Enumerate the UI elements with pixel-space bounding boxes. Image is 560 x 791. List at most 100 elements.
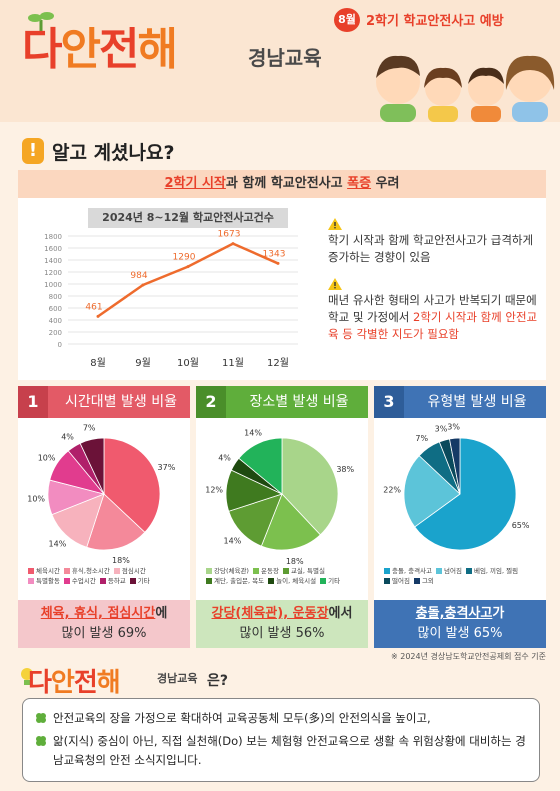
legend-swatch xyxy=(28,578,34,584)
section-title: 알고 계셨나요? xyxy=(52,142,175,164)
clover-icon xyxy=(36,736,46,746)
y-tick-label: 1200 xyxy=(44,269,62,277)
pie-legend: 충돌, 충격사고 넘어짐 베임, 끼임, 찔림떨어짐 그외 xyxy=(384,566,539,586)
data-point xyxy=(276,261,280,265)
logo-char: 해 xyxy=(96,668,121,698)
y-tick-label: 1000 xyxy=(44,281,62,289)
legend-swatch xyxy=(282,568,289,574)
card-body: 37% 18% 14% 10% 10% 4% 7% 체육시간 휴식,청소시간 점심시간특별활동 수… xyxy=(18,418,190,600)
legend-swatch xyxy=(113,568,120,574)
legend-item: 운동장 xyxy=(252,566,279,576)
data-point xyxy=(186,265,190,269)
legend-item: 점심시간 xyxy=(113,566,146,576)
pie-legend: 강당(체육관) 운동장 교실, 특별실계단, 출입문, 복도 놀이, 체육시설 기타 xyxy=(206,566,361,586)
pie-slice xyxy=(260,493,321,551)
sprout-icon xyxy=(28,12,54,32)
banner-text: 과 함께 학교안전사고 xyxy=(225,176,348,191)
card-footer: 충돌,충격사고가 많이 발생 65% xyxy=(374,600,546,648)
warning-icon xyxy=(328,278,342,290)
legend-swatch xyxy=(206,578,212,584)
card-type: 3 유형별 발생 비율 65% 22% 7% 3% 3% 충돌, 충격사고 넘어짐 베임, … xyxy=(374,386,546,648)
logo-subtitle-small: 경남교육 xyxy=(157,672,198,685)
banner-highlight: 폭증 xyxy=(347,176,372,191)
legend-swatch xyxy=(436,568,443,574)
x-tick-label: 8월 xyxy=(90,357,106,369)
description-text: 앎(지식) 중심이 아닌, 직접 실천해(Do) 보는 체험형 안전교육으로 생… xyxy=(53,734,526,767)
card-header: 1 시간대별 발생 비율 xyxy=(18,386,190,418)
pie-slice xyxy=(103,437,161,533)
y-tick-label: 1600 xyxy=(44,245,62,253)
slice-label: 14% xyxy=(224,537,242,546)
card-number: 3 xyxy=(374,386,404,418)
pie-slice xyxy=(414,437,517,551)
legend-item: 기타 xyxy=(320,576,340,586)
legend-swatch xyxy=(384,568,390,574)
legend-item: 등하교 xyxy=(99,576,126,586)
legend-item: 계단, 출입문, 복도 xyxy=(206,576,264,586)
card-number: 2 xyxy=(196,386,226,418)
card-footer: 체육, 휴식, 점심시간에 많이 발생 69% xyxy=(18,600,190,648)
note-2: 매년 유사한 형태의 사고가 반복되기 때문에 학교 및 가정에서 2학기 시작… xyxy=(328,278,543,343)
footer-summary: 많이 발생 65% xyxy=(417,626,503,641)
legend-item: 놀이, 체육시설 xyxy=(268,576,316,586)
legend-swatch xyxy=(63,578,70,584)
logo-char: 다 xyxy=(22,24,63,75)
note-text: 학기 시작과 함께 학교안전사고가 급격하게 증가하는 경향이 있음 xyxy=(328,233,534,264)
card-body: 38% 18% 14% 12% 4% 14% 강당(체육관) 운동장 교실, 특별실계단, 출… xyxy=(196,418,368,600)
pie-slice xyxy=(86,493,146,551)
x-tick-label: 12월 xyxy=(267,357,289,369)
card-title: 장소별 발생 비율 xyxy=(249,394,349,410)
pie-chart-type: 65% 22% 7% 3% 3% xyxy=(383,422,530,551)
footer-summary: 많이 발생 69% xyxy=(61,626,147,641)
legend-swatch xyxy=(384,578,390,584)
data-label: 1673 xyxy=(218,230,241,240)
note-text: 매년 유사한 형태의 사고가 반복되기 때문에 학교 및 가정에서 xyxy=(328,293,537,324)
x-tick-label: 9월 xyxy=(135,357,151,369)
card-number: 1 xyxy=(18,386,48,418)
legend-item: 넘어짐 xyxy=(436,566,462,576)
legend-item: 기타 xyxy=(129,576,150,586)
slice-label: 4% xyxy=(218,454,231,463)
description-text: 안전교육의 장을 가정으로 확대하여 교육공동체 모두(多)의 안전의식을 높이… xyxy=(53,711,431,725)
footer-text: 가 xyxy=(492,606,505,621)
pie-slice xyxy=(403,455,461,528)
campaign-title: 2학기 학교안전사고 예방 xyxy=(366,14,504,29)
y-tick-label: 1800 xyxy=(44,233,62,241)
logo-char: 전 xyxy=(98,24,140,75)
slice-label: 18% xyxy=(286,557,304,566)
month-badge: 8월 xyxy=(334,8,360,32)
pie-chart-time: 37% 18% 14% 10% 10% 4% 7% xyxy=(27,424,175,565)
data-point xyxy=(231,242,235,246)
legend-item: 충돌, 충격사고 xyxy=(384,566,432,576)
data-point xyxy=(141,283,145,287)
card-header: 3 유형별 발생 비율 xyxy=(374,386,546,418)
children-illustration xyxy=(376,55,555,122)
data-point xyxy=(96,314,100,318)
slice-label: 65% xyxy=(512,521,530,530)
slice-label: 38% xyxy=(336,465,354,474)
legend-swatch xyxy=(268,578,275,584)
logo-char: 안 xyxy=(50,668,75,698)
pie-slice xyxy=(79,437,105,495)
card-place: 2 장소별 발생 비율 38% 18% 14% 12% 4% 14% 강당(체육관) 운동장… xyxy=(196,386,368,648)
legend-item: 체육시간 xyxy=(28,566,60,576)
y-tick-label: 600 xyxy=(49,305,62,313)
data-label: 461 xyxy=(85,302,102,312)
line-chart: 1800 1600 1400 1200 1000 800 600 400 200 0 461 8월 98… xyxy=(44,230,298,369)
note-1: 학기 시작과 함께 학교안전사고가 급격하게 증가하는 경향이 있음 xyxy=(328,218,538,266)
footer-highlight: 강당(체육관), 운동장 xyxy=(211,606,329,621)
card-title: 시간대별 발생 비율 xyxy=(65,394,177,410)
banner-text: 우려 xyxy=(371,176,400,191)
slice-label: 10% xyxy=(27,494,45,503)
lightbulb-icon xyxy=(21,668,33,685)
legend-item: 교실, 특별실 xyxy=(282,566,325,576)
description-line: 안전교육의 장을 가정으로 확대하여 교육공동체 모두(多)의 안전의식을 높이… xyxy=(35,709,527,728)
line-chart-title: 2024년 8~12월 학교안전사고건수 xyxy=(88,208,288,228)
data-source-note: ※ 2024년 경상남도학교안전공제회 접수 기준 xyxy=(391,652,546,661)
header-banner: 다안전해 경남교육 8월 2학기 학교안전사고 예방 xyxy=(0,0,560,122)
footer-text: 에 xyxy=(155,606,168,621)
logo-char: 다 xyxy=(28,668,52,698)
logo-char: 해 xyxy=(137,24,178,75)
slice-label: 7% xyxy=(415,434,428,443)
slice-label: 14% xyxy=(49,540,67,549)
